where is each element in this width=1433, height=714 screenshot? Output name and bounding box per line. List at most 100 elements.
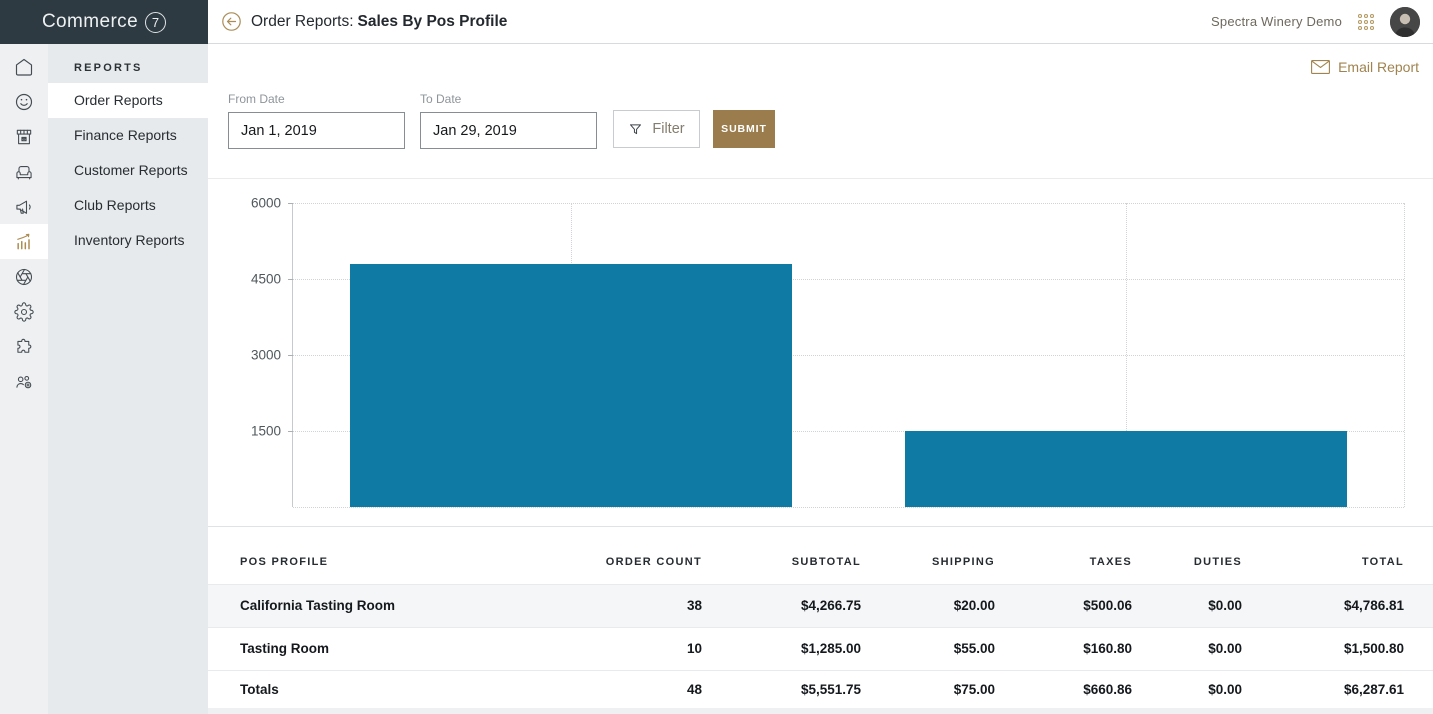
- store-icon: [16, 129, 32, 144]
- rail-item-team[interactable]: [0, 364, 48, 399]
- cell-totals-total: $6,287.61: [1243, 670, 1433, 708]
- cell-totals-order-count: 48: [558, 670, 703, 708]
- icon-rail: [0, 44, 48, 714]
- cell-subtotal: $4,266.75: [703, 584, 862, 628]
- bar-chart-icon: [17, 233, 30, 249]
- from-date-label: From Date: [228, 92, 285, 106]
- megaphone-icon: [16, 200, 31, 214]
- cell-pos-profile: California Tasting Room: [208, 584, 558, 628]
- account-name[interactable]: Spectra Winery Demo: [1211, 14, 1342, 29]
- to-date-input[interactable]: [420, 112, 597, 149]
- table-row-tasting-room: Tasting Room 10 $1,285.00 $55.00 $160.80…: [208, 627, 1433, 671]
- cell-totals-taxes: $660.86: [996, 670, 1133, 708]
- cell-pos-profile: Tasting Room: [208, 627, 558, 671]
- sales-bar-chart: 6000 4500 3000 1500: [208, 178, 1433, 527]
- col-header-duties: DUTIES: [1133, 527, 1243, 585]
- sofa-icon: [16, 165, 32, 179]
- rail-item-pos[interactable]: [0, 259, 48, 294]
- cell-totals-duties: $0.00: [1133, 670, 1243, 708]
- cell-order-count: 10: [558, 627, 703, 671]
- cell-totals-shipping: $75.00: [862, 670, 996, 708]
- rail-item-settings[interactable]: [0, 294, 48, 329]
- table-row-totals: Totals 48 $5,551.75 $75.00 $660.86 $0.00…: [208, 670, 1433, 708]
- gridline-6000: [293, 203, 1404, 204]
- cell-shipping: $20.00: [862, 584, 996, 628]
- smiley-icon: [15, 93, 33, 110]
- to-date-field: To Date: [420, 92, 597, 149]
- from-date-input[interactable]: [228, 112, 405, 149]
- submenu-item-inventory-reports[interactable]: Inventory Reports: [74, 232, 185, 248]
- rail-item-home[interactable]: [0, 49, 48, 84]
- funnel-icon: [630, 123, 642, 134]
- gridline-3000: [293, 355, 1404, 356]
- cell-taxes: $500.06: [996, 584, 1133, 628]
- top-bar: Order Reports: Sales By Pos Profile Spect…: [208, 0, 1433, 44]
- rail-item-store[interactable]: [0, 119, 48, 154]
- people-icon: [16, 375, 32, 388]
- bottom-strip: [208, 708, 1433, 714]
- gridline-category-2: [1126, 203, 1128, 507]
- app-switcher-icon[interactable]: [1357, 13, 1375, 31]
- cell-duties: $0.00: [1133, 584, 1243, 628]
- y-axis-label-1500: 1500: [250, 423, 281, 439]
- to-date-label: To Date: [420, 92, 462, 106]
- gridline-baseline: [293, 507, 1404, 508]
- cell-shipping: $55.00: [862, 627, 996, 671]
- gridline-4500: [293, 279, 1404, 280]
- col-header-total: TOTAL: [1243, 527, 1433, 585]
- user-avatar[interactable]: [1390, 6, 1420, 37]
- cell-order-count: 38: [558, 584, 703, 628]
- table-row-california-tasting-room: California Tasting Room 38 $4,266.75 $20…: [208, 584, 1433, 628]
- submenu-item-club-reports[interactable]: Club Reports: [74, 197, 156, 213]
- chart-plot-area: 6000 4500 3000 1500: [251, 196, 1405, 508]
- page-title-report-name: Sales By Pos Profile: [357, 12, 508, 30]
- col-header-pos-profile: POS PROFILE: [208, 527, 558, 585]
- cell-totals-label: Totals: [208, 670, 558, 708]
- col-header-order-count: ORDER COUNT: [558, 527, 703, 585]
- aperture-icon: [15, 268, 33, 285]
- rail-item-integrations[interactable]: [0, 329, 48, 364]
- cell-total: $4,786.81: [1243, 584, 1433, 628]
- back-arrow-icon: [222, 12, 241, 31]
- main-content: Email Report From Date To Date Filter SU…: [208, 44, 1433, 714]
- rail-item-club[interactable]: [0, 154, 48, 189]
- col-header-shipping: SHIPPING: [862, 527, 996, 585]
- reports-submenu: REPORTS Order Reports Finance Reports Cu…: [48, 44, 208, 714]
- table-header-row: POS PROFILE ORDER COUNT SUBTOTAL SHIPPIN…: [208, 527, 1433, 585]
- logo-text: Commerce: [41, 11, 139, 32]
- home-icon: [15, 58, 33, 76]
- bar-california-tasting-room: [349, 264, 792, 507]
- submenu-header: REPORTS: [74, 62, 143, 74]
- envelope-icon: [1311, 60, 1331, 74]
- puzzle-icon: [17, 338, 32, 353]
- submenu-item-order-reports[interactable]: Order Reports: [48, 83, 208, 118]
- email-report-link[interactable]: Email Report: [1311, 59, 1419, 75]
- gear-icon: [14, 301, 34, 322]
- col-header-subtotal: SUBTOTAL: [703, 527, 862, 585]
- cell-subtotal: $1,285.00: [703, 627, 862, 671]
- cell-taxes: $160.80: [996, 627, 1133, 671]
- from-date-field: From Date: [228, 92, 405, 149]
- page-title-prefix: Order Reports:: [251, 12, 354, 30]
- rail-item-marketing[interactable]: [0, 189, 48, 224]
- gridline-1500: [293, 431, 1404, 432]
- cell-total: $1,500.80: [1243, 627, 1433, 671]
- y-axis-label-4500: 4500: [250, 271, 281, 287]
- bar-tasting-room: [905, 430, 1348, 507]
- submit-button[interactable]: SUBMIT: [713, 110, 775, 148]
- commerce7-logo[interactable]: Commerce 7: [0, 0, 208, 44]
- submenu-item-customer-reports[interactable]: Customer Reports: [74, 162, 188, 178]
- y-axis-label-3000: 3000: [250, 347, 281, 363]
- back-button[interactable]: [222, 12, 241, 31]
- filter-button-label: Filter: [652, 121, 685, 137]
- email-report-label: Email Report: [1338, 59, 1419, 75]
- rail-item-reports[interactable]: [0, 224, 48, 259]
- gridline-right-edge: [1404, 203, 1405, 507]
- logo-seven-circle-icon: 7: [145, 11, 167, 33]
- pos-profile-table: POS PROFILE ORDER COUNT SUBTOTAL SHIPPIN…: [208, 527, 1433, 708]
- cell-totals-subtotal: $5,551.75: [703, 670, 862, 708]
- submenu-item-finance-reports[interactable]: Finance Reports: [74, 127, 177, 143]
- rail-item-customers[interactable]: [0, 84, 48, 119]
- filter-button[interactable]: Filter: [613, 110, 700, 148]
- page-title: Order Reports: Sales By Pos Profile: [251, 13, 507, 31]
